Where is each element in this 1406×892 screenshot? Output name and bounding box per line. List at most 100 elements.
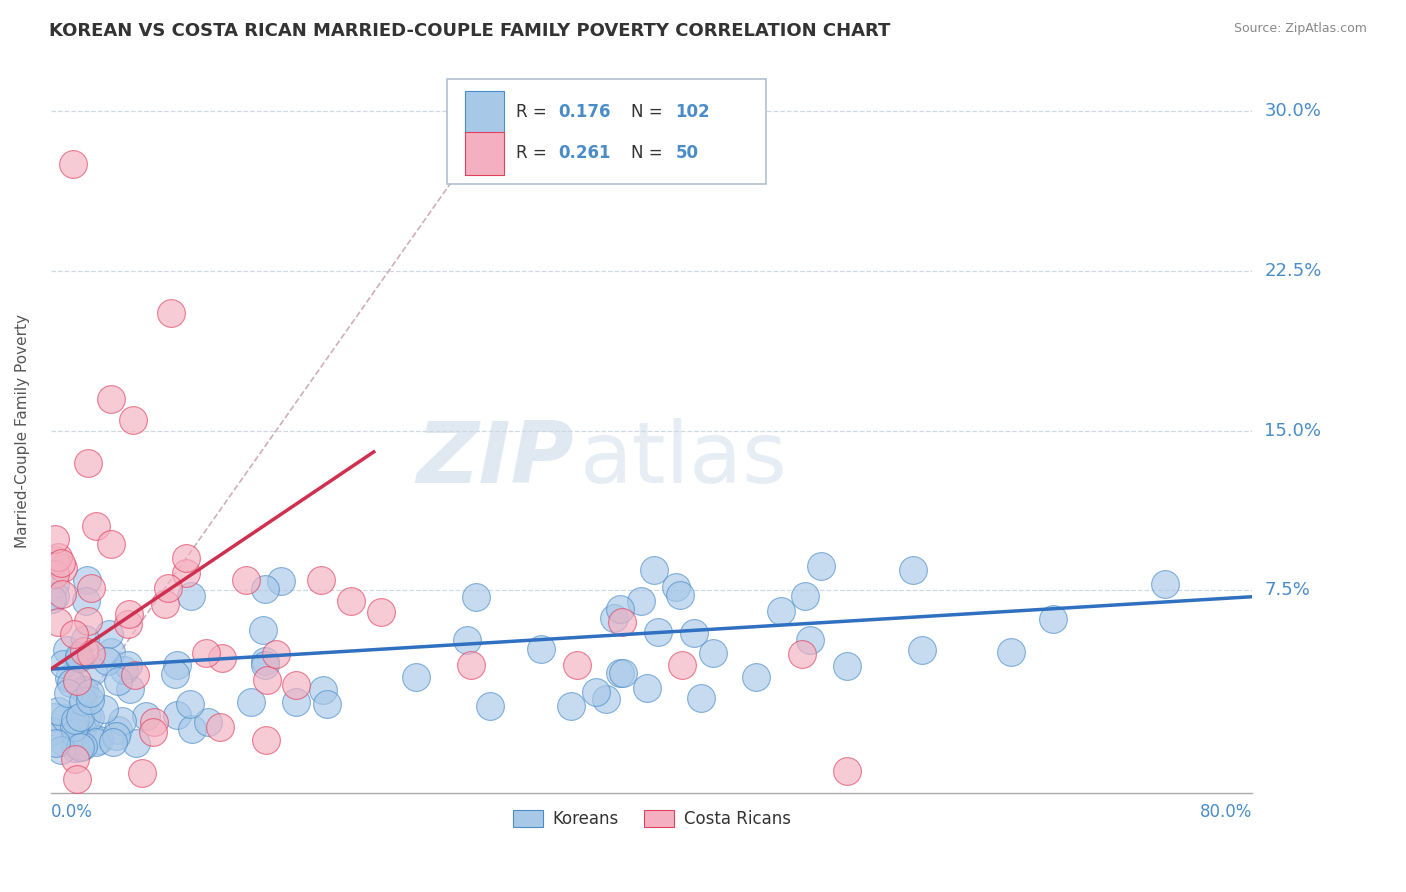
Point xyxy=(117,617,139,632)
Point xyxy=(153,597,176,611)
Point xyxy=(76,573,98,587)
Point xyxy=(118,607,141,621)
Point xyxy=(284,695,307,709)
Point xyxy=(125,735,148,749)
Point xyxy=(643,564,665,578)
Point xyxy=(79,686,101,700)
Point xyxy=(100,392,122,406)
Point xyxy=(135,708,157,723)
Text: 0.261: 0.261 xyxy=(558,145,610,162)
Point xyxy=(174,566,197,581)
Point xyxy=(103,735,125,749)
Point xyxy=(84,519,107,533)
Point xyxy=(160,306,183,320)
Point xyxy=(45,736,67,750)
Point xyxy=(96,654,118,668)
Point xyxy=(44,553,66,567)
Text: R =: R = xyxy=(516,103,551,121)
Point xyxy=(84,734,107,748)
Point xyxy=(1000,645,1022,659)
Point xyxy=(62,157,84,171)
Point xyxy=(56,642,79,657)
Text: 102: 102 xyxy=(676,103,710,121)
Point xyxy=(179,698,201,712)
Point xyxy=(835,764,858,779)
Point xyxy=(1042,612,1064,626)
Point xyxy=(72,694,94,708)
Point xyxy=(72,721,94,735)
Point xyxy=(465,590,488,604)
Point xyxy=(794,590,817,604)
Point xyxy=(166,658,188,673)
Text: KOREAN VS COSTA RICAN MARRIED-COUPLE FAMILY POVERTY CORRELATION CHART: KOREAN VS COSTA RICAN MARRIED-COUPLE FAM… xyxy=(49,22,890,40)
Point xyxy=(790,647,813,661)
Point xyxy=(80,647,103,661)
Point xyxy=(112,663,135,677)
Point xyxy=(65,740,87,755)
Point xyxy=(595,692,617,706)
Point xyxy=(122,413,145,427)
Point xyxy=(53,711,76,725)
Point xyxy=(156,581,179,595)
Point xyxy=(111,714,134,728)
Point xyxy=(124,668,146,682)
Point xyxy=(253,582,276,596)
Point xyxy=(240,695,263,709)
Point xyxy=(835,659,858,673)
Text: ZIP: ZIP xyxy=(416,418,574,501)
Point xyxy=(44,577,66,591)
Text: 0.176: 0.176 xyxy=(558,103,610,121)
Point xyxy=(46,615,69,629)
Point xyxy=(75,594,97,608)
Point xyxy=(565,657,588,672)
Point xyxy=(46,704,69,718)
Point xyxy=(610,615,633,630)
Point xyxy=(77,614,100,628)
Point xyxy=(97,627,120,641)
Point xyxy=(630,594,652,608)
Point xyxy=(166,707,188,722)
Point xyxy=(195,646,218,660)
Text: N =: N = xyxy=(631,103,668,121)
Point xyxy=(254,654,277,668)
Point xyxy=(312,683,335,698)
Point xyxy=(235,573,257,587)
Point xyxy=(665,580,688,594)
Text: 0.0%: 0.0% xyxy=(51,804,93,822)
Point xyxy=(142,725,165,739)
Text: 30.0%: 30.0% xyxy=(1264,102,1322,120)
Point xyxy=(211,650,233,665)
Point xyxy=(44,710,66,724)
Point xyxy=(66,673,89,688)
Point xyxy=(609,665,631,680)
Point xyxy=(702,646,724,660)
Point xyxy=(66,772,89,786)
Point xyxy=(52,657,75,672)
Point xyxy=(810,559,832,574)
Point xyxy=(671,657,693,672)
Point xyxy=(689,691,711,706)
Point xyxy=(59,675,82,690)
Point xyxy=(73,683,96,698)
Point xyxy=(370,605,392,619)
FancyBboxPatch shape xyxy=(447,79,766,185)
Point xyxy=(901,563,924,577)
Point xyxy=(79,693,101,707)
Point xyxy=(585,684,607,698)
Point xyxy=(131,766,153,780)
Text: 80.0%: 80.0% xyxy=(1201,804,1253,822)
Point xyxy=(100,536,122,550)
Point xyxy=(799,633,821,648)
Text: R =: R = xyxy=(516,145,551,162)
Point xyxy=(80,729,103,743)
Point xyxy=(63,751,86,765)
Point xyxy=(77,456,100,470)
Text: 50: 50 xyxy=(676,145,699,162)
Point xyxy=(93,701,115,715)
Point xyxy=(456,633,478,648)
Point xyxy=(180,589,202,603)
Point xyxy=(264,647,287,661)
Point xyxy=(460,657,482,672)
Point xyxy=(69,739,91,754)
Point xyxy=(67,651,90,665)
